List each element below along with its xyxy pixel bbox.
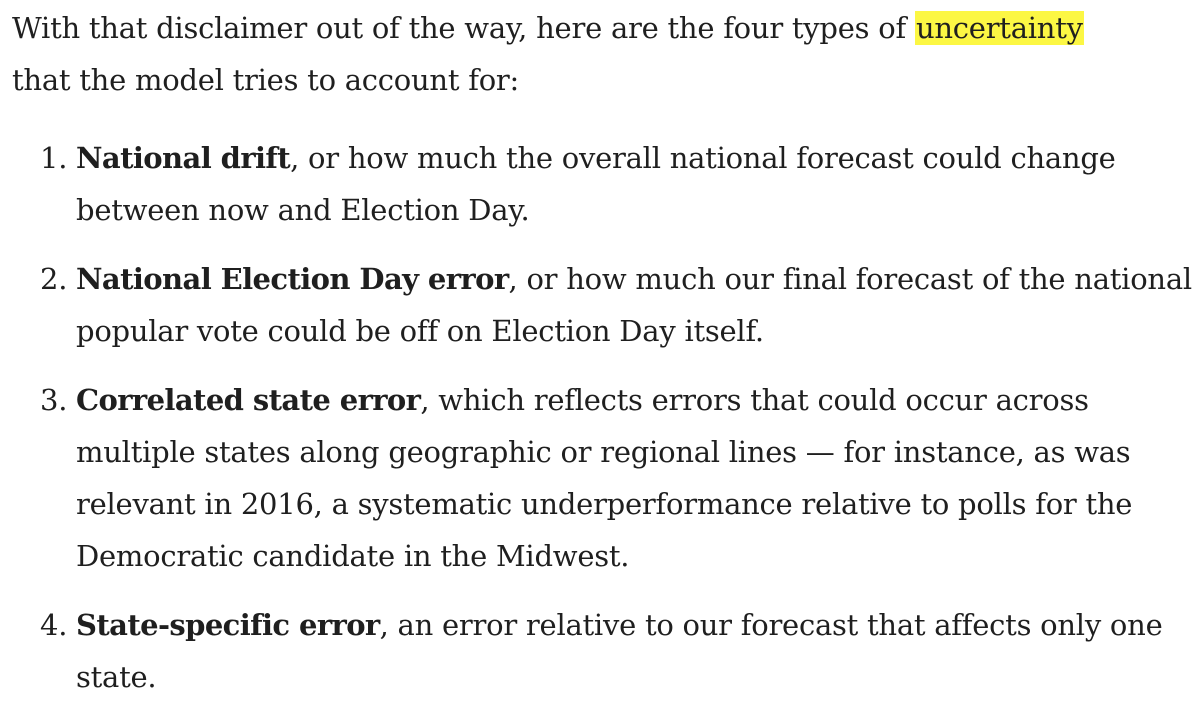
list-item: 2. National Election Day error, or how m… [12,253,1192,357]
intro-paragraph: With that disclaimer out of the way, her… [12,2,1192,106]
list-item-number: 4. [40,608,68,642]
list-item: 1. National drift, or how much the overa… [12,132,1192,236]
intro-text-before: With that disclaimer out of the way, her… [12,11,915,45]
list-item-number: 3. [40,383,68,417]
list-item-description: , or how much the overall national forec… [76,141,1116,227]
list-item-term: National Election Day error [76,262,509,296]
list-item-number: 1. [40,141,68,175]
list-item-number: 2. [40,262,68,296]
list-item-term: National drift [76,141,291,175]
list-item-term: Correlated state error [76,383,421,417]
list-item: 4. State-specific error, an error relati… [12,599,1192,703]
highlighted-term-uncertainty[interactable]: uncertainty [914,11,1084,45]
intro-text-after: that the model tries to account for: [12,63,520,97]
list-item-description: , which reflects errors that could occur… [76,383,1133,573]
list-item-description: , an error relative to our forecast that… [76,608,1163,694]
uncertainty-types-list: 1. National drift, or how much the overa… [12,132,1192,703]
list-item: 3. Correlated state error, which reflect… [12,374,1192,582]
list-item-description: , or how much our final forecast of the … [76,262,1192,348]
list-item-term: State-specific error [76,608,380,642]
